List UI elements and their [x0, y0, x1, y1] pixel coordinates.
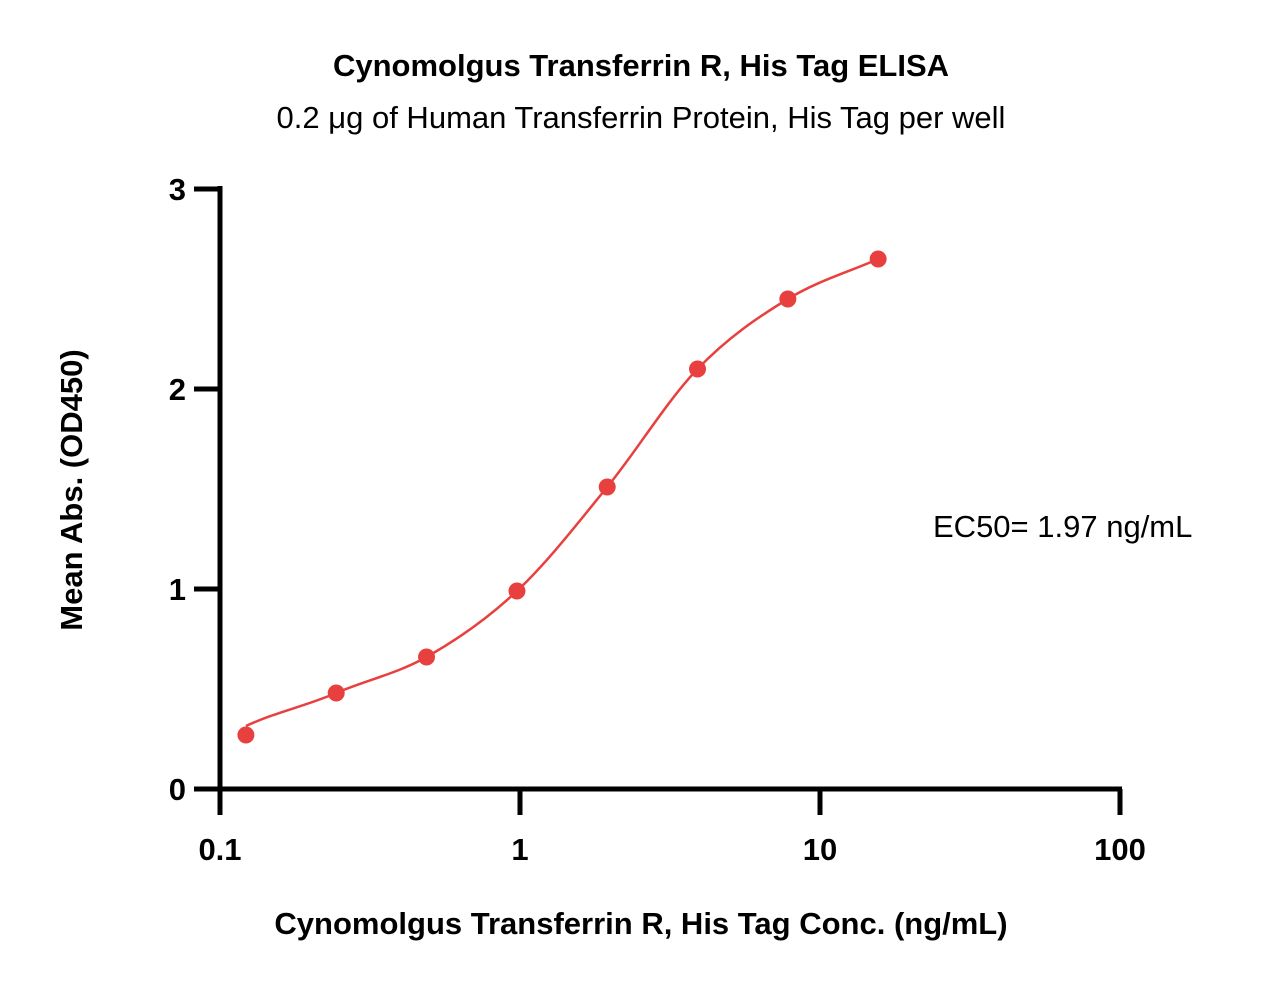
x-tick-label: 100 [1094, 832, 1146, 867]
y-tick-label: 3 [169, 172, 186, 207]
data-point [689, 360, 707, 378]
chart-title: Cynomolgus Transferrin R, His Tag ELISA [332, 48, 950, 83]
data-point [598, 478, 616, 496]
y-tick-label: 0 [169, 772, 186, 807]
y-tick-label: 1 [169, 572, 186, 607]
data-point [237, 726, 255, 744]
data-point [869, 250, 887, 268]
data-point [508, 582, 526, 600]
chart-subtitle: 0.2 μg of Human Transferrin Protein, His… [276, 100, 1006, 135]
fit-curve [245, 257, 879, 728]
x-tick-label: 10 [803, 832, 837, 867]
data-point [327, 684, 345, 702]
ec50-annotation: EC50= 1.97 ng/mL [933, 509, 1193, 544]
x-tick-label: 0.1 [198, 832, 241, 867]
x-tick-label: 1 [511, 832, 528, 867]
data-point [418, 648, 436, 666]
data-point [779, 290, 797, 308]
y-tick-label: 2 [169, 372, 186, 407]
x-axis-label: Cynomolgus Transferrin R, His Tag Conc. … [274, 906, 1008, 941]
